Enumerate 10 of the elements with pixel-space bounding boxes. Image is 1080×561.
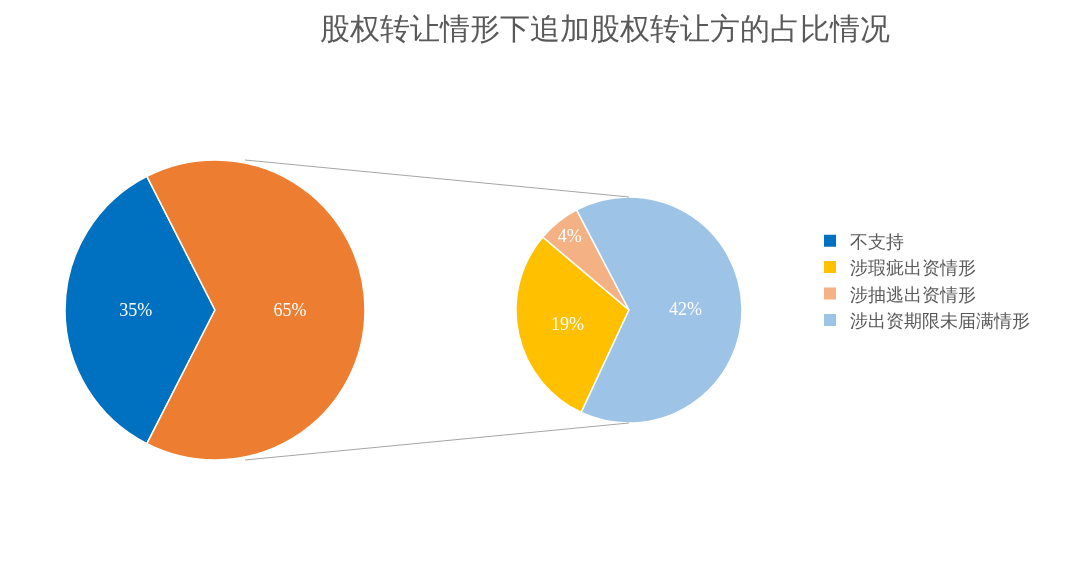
legend-label: 不支持 (850, 230, 904, 252)
legend-label: 涉瑕疵出资情形 (850, 257, 976, 279)
chart-title: 股权转让情形下追加股权转让方的占比情况 (319, 10, 890, 46)
data-label: 35% (119, 300, 153, 320)
data-label: 42% (668, 298, 702, 319)
legend-label: 涉出资期限未届满情形 (850, 309, 1030, 331)
data-label: 65% (273, 300, 307, 320)
data-label: 19% (551, 313, 584, 334)
data-label: 4% (557, 226, 582, 247)
legend-label: 涉抽逃出资情形 (850, 283, 976, 305)
